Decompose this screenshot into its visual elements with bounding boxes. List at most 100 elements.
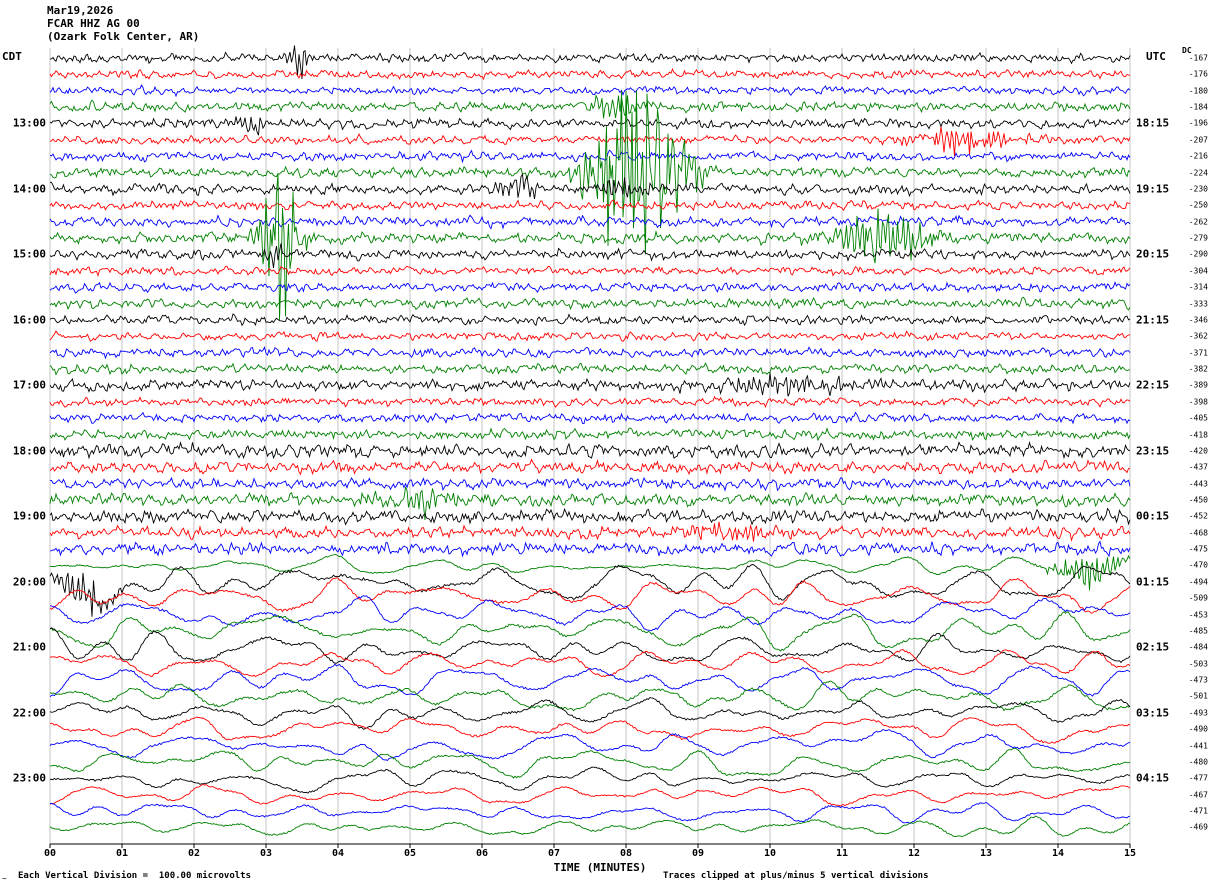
seismogram-trace [49, 116, 1131, 136]
dc-offset-value: -477 [1188, 773, 1208, 783]
utc-hour-label: 03:15 [1136, 706, 1170, 720]
dc-offset-value: -484 [1188, 642, 1208, 652]
cdt-hour-label: 13:00 [12, 116, 46, 130]
cdt-hour-label: 21:00 [12, 640, 46, 654]
seismogram-trace [50, 173, 1131, 199]
cdt-hour-label: 20:00 [12, 575, 46, 589]
x-tick-label: 10 [763, 848, 777, 859]
dc-offset-value: -405 [1188, 413, 1208, 423]
dc-offset-value: -494 [1188, 577, 1208, 587]
dc-offset-value: -262 [1188, 217, 1208, 227]
seismogram-trace [49, 663, 1131, 698]
dc-offset-value: -389 [1188, 380, 1208, 390]
dc-offset-value: -471 [1188, 806, 1208, 816]
cdt-hour-label: 19:00 [12, 509, 46, 523]
x-tick-label: 14 [1051, 848, 1065, 859]
corner-glyph: ~ [2, 874, 7, 883]
seismogram-trace [49, 214, 1131, 230]
dc-offset-value: -184 [1188, 102, 1208, 112]
dc-offset-value: -418 [1188, 430, 1208, 439]
seismogram-trace [49, 281, 1131, 294]
seismogram-trace [49, 729, 1131, 761]
left-timezone-label: CDT [2, 50, 22, 63]
seismogram-trace [50, 747, 1131, 779]
seismogram-trace [49, 126, 1131, 157]
utc-hour-label: 00:15 [1136, 509, 1170, 523]
dc-offset-value: -503 [1188, 659, 1208, 669]
seismogram-trace [49, 649, 1131, 678]
dc-offset-value: -480 [1188, 757, 1208, 767]
seismogram-trace [49, 507, 1131, 526]
cdt-hour-label: 17:00 [12, 378, 46, 392]
seismogram-trace [49, 199, 1131, 212]
x-tick-label: 03 [259, 848, 273, 859]
cdt-hour-label: 23:00 [12, 771, 46, 785]
seismogram-trace [49, 627, 1131, 664]
seismogram-trace [49, 696, 1131, 730]
dc-offset-value: -371 [1188, 348, 1208, 358]
dc-offset-value: -167 [1188, 53, 1208, 63]
dc-offset-value: -346 [1188, 315, 1208, 325]
seismogram-trace [49, 313, 1131, 327]
cdt-hour-label: 22:00 [12, 706, 46, 720]
dc-column-header: DC [1182, 46, 1192, 55]
seismogram-trace [49, 265, 1131, 278]
seismogram-trace [49, 577, 1131, 614]
dc-offset-value: -468 [1188, 528, 1208, 538]
x-tick-label: 13 [979, 848, 993, 859]
footer-scale-note: Each Vertical Division = 100.00 microvol… [18, 871, 251, 881]
seismogram-trace [49, 45, 1131, 79]
seismogram-trace [49, 716, 1131, 744]
dc-offset-value: -279 [1188, 233, 1208, 243]
utc-hour-label: 23:15 [1136, 444, 1170, 458]
seismogram-trace [49, 802, 1131, 824]
cdt-hour-label: 15:00 [12, 247, 46, 261]
cdt-hour-label: 14:00 [12, 182, 46, 196]
right-timezone-label: UTC [1146, 50, 1166, 63]
header-date: Mar19,2026 [47, 4, 114, 17]
utc-hour-label: 21:15 [1136, 313, 1170, 327]
dc-offset-value: -216 [1188, 151, 1208, 161]
seismogram-trace [49, 330, 1131, 342]
x-tick-label: 09 [691, 848, 705, 859]
x-tick-label: 15 [1123, 848, 1137, 859]
x-tick-label: 07 [547, 848, 561, 859]
seismogram-trace [49, 395, 1131, 408]
cdt-hour-label: 18:00 [12, 444, 46, 458]
utc-hour-label: 20:15 [1136, 247, 1170, 261]
seismogram-trace [49, 766, 1131, 794]
dc-offset-value: -207 [1188, 135, 1208, 145]
x-tick-label: 01 [115, 848, 129, 859]
dc-offset-value: -314 [1188, 282, 1208, 292]
seismogram-trace [49, 784, 1131, 807]
seismogram-trace [49, 362, 1130, 376]
utc-hour-label: 04:15 [1136, 771, 1170, 785]
dc-offset-value: -473 [1188, 675, 1208, 685]
dc-offset-value: -443 [1188, 479, 1208, 489]
dc-offset-value: -437 [1188, 462, 1208, 472]
dc-offset-value: -362 [1188, 331, 1208, 341]
x-tick-label: 12 [907, 848, 921, 859]
footer-clip-note: Traces clipped at plus/minus 5 vertical … [663, 871, 929, 881]
dc-offset-value: -475 [1188, 544, 1208, 554]
dc-offset-value: -470 [1188, 560, 1208, 570]
seismogram-trace [49, 67, 1131, 81]
utc-hour-label: 18:15 [1136, 116, 1170, 130]
dc-offset-value: -333 [1188, 299, 1208, 309]
utc-hour-label: 01:15 [1136, 575, 1170, 589]
seismogram-trace [49, 411, 1131, 425]
dc-offset-value: -501 [1188, 691, 1208, 701]
x-tick-label: 08 [619, 848, 633, 859]
utc-hour-label: 22:15 [1136, 378, 1170, 392]
dc-offset-value: -453 [1188, 610, 1208, 620]
cdt-hour-label: 16:00 [12, 313, 46, 327]
dc-offset-value: -250 [1188, 200, 1208, 210]
seismogram-trace [49, 440, 1131, 460]
seismogram-trace [49, 815, 1131, 838]
seismogram-trace [49, 476, 1131, 492]
header-station: FCAR HHZ AG 00 [47, 17, 140, 30]
x-tick-label: 11 [835, 848, 849, 859]
utc-hour-label: 19:15 [1136, 182, 1170, 196]
